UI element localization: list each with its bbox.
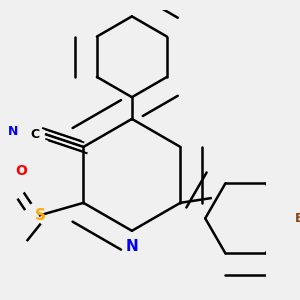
- Text: O: O: [15, 164, 27, 178]
- Text: C: C: [31, 128, 40, 141]
- Text: N: N: [8, 125, 18, 138]
- Text: N: N: [125, 238, 138, 253]
- Text: S: S: [34, 208, 46, 223]
- Text: Br: Br: [295, 212, 300, 225]
